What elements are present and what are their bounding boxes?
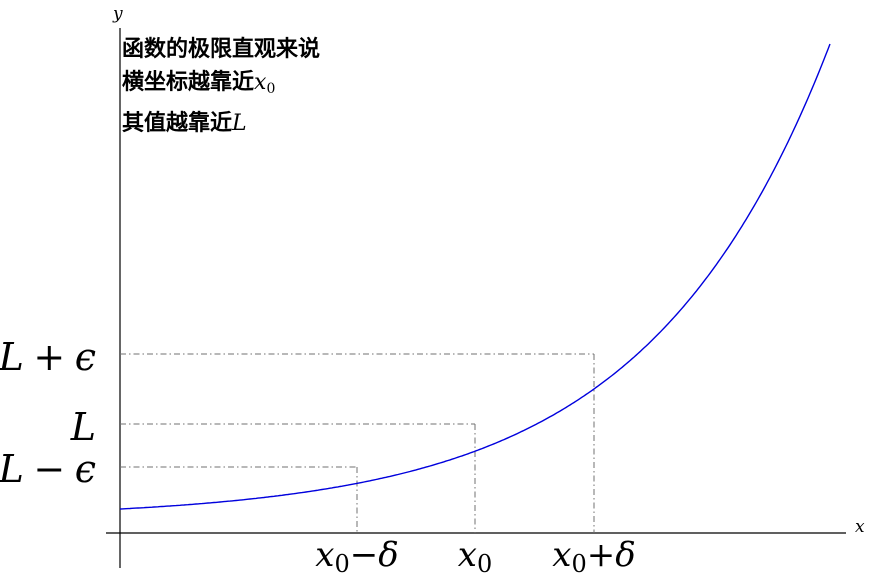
annotation: 函数的极限直观来说 横坐标越靠近x0 其值越靠近L bbox=[122, 36, 320, 136]
guide-lines bbox=[120, 353, 595, 533]
x-axis-label: x bbox=[855, 517, 865, 537]
x-label-left-var: x bbox=[315, 535, 334, 575]
function-curve bbox=[119, 43, 831, 510]
annotation-line-1: 函数的极限直观来说 bbox=[122, 36, 320, 62]
x-label-right-op: + bbox=[587, 535, 616, 575]
annotation-line-2-sub: 0 bbox=[266, 81, 275, 97]
y-label-upper-var: L bbox=[0, 335, 24, 379]
x-label-left: x0−δ bbox=[315, 535, 398, 578]
annotation-line-3: 其值越靠近L bbox=[122, 110, 247, 136]
x-label-right-var: x bbox=[552, 535, 571, 575]
x-label-mid: x0 bbox=[458, 535, 492, 578]
annotation-line-2-text: 横坐标越靠近 bbox=[122, 69, 254, 95]
x-label-left-sub: 0 bbox=[334, 550, 349, 578]
x-label-right-delta: δ bbox=[615, 535, 635, 575]
x-label-left-delta: δ bbox=[378, 535, 398, 575]
annotation-line-3-text: 其值越靠近 bbox=[122, 110, 232, 136]
annotation-line-2: 横坐标越靠近x0 bbox=[122, 69, 275, 97]
y-label-lower: L − ϵ bbox=[0, 447, 96, 491]
y-label-lower-eps: ϵ bbox=[75, 447, 96, 491]
y-label-lower-var: L bbox=[0, 447, 24, 491]
x-label-right-sub: 0 bbox=[571, 550, 586, 578]
annotation-line-2-var: x bbox=[254, 70, 267, 95]
x-label-mid-sub: 0 bbox=[477, 550, 492, 578]
annotation-line-3-var: L bbox=[231, 111, 247, 136]
x-label-left-op: − bbox=[350, 535, 379, 575]
y-label-upper: L + ϵ bbox=[0, 335, 96, 379]
x-label-mid-var: x bbox=[458, 535, 477, 575]
y-label-upper-eps: ϵ bbox=[75, 335, 96, 379]
y-label-upper-op: + bbox=[33, 335, 65, 379]
y-label-lower-op: − bbox=[33, 447, 65, 491]
x-label-right: x0+δ bbox=[552, 535, 635, 578]
y-axis-label: y bbox=[112, 4, 123, 24]
y-label-mid: L bbox=[70, 405, 96, 449]
